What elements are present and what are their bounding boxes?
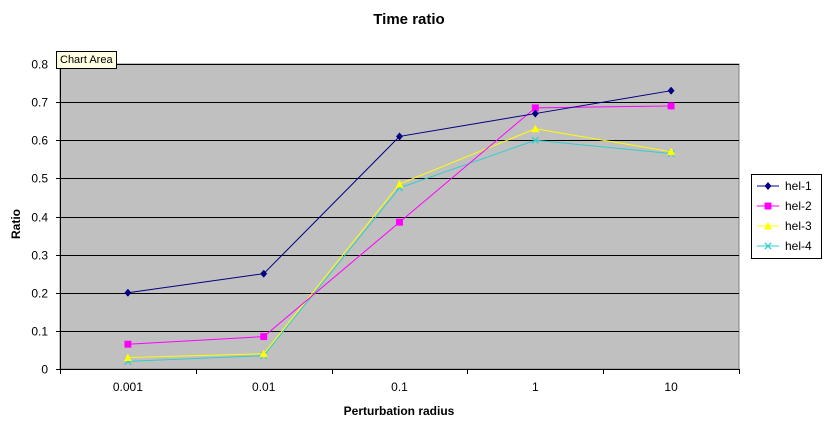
data-point-hel-1 xyxy=(667,86,675,95)
x-tick-label: 0.01 xyxy=(252,380,276,394)
x-axis-title: Perturbation radius xyxy=(344,404,455,418)
legend-marker-hel-4 xyxy=(764,242,772,250)
x-tick-label: 10 xyxy=(664,380,678,394)
data-point-hel-3 xyxy=(123,353,133,362)
y-axis-title: Ratio xyxy=(9,209,23,239)
legend-label-hel-1: hel-1 xyxy=(785,179,812,193)
chart-area-tooltip: Chart Area xyxy=(56,51,117,69)
plot-area xyxy=(59,63,740,370)
x-tick-label: 0.1 xyxy=(391,380,408,394)
y-tick-label: 0.2 xyxy=(31,287,48,301)
data-point-hel-1 xyxy=(531,109,539,118)
y-tick-label: 0.8 xyxy=(31,58,48,72)
y-tick-label: 0.5 xyxy=(31,172,48,186)
y-tick-label: 0.3 xyxy=(31,249,48,263)
data-point-hel-3 xyxy=(395,179,404,188)
legend-marker-hel-3 xyxy=(763,221,773,230)
legend-marker-hel-2 xyxy=(764,202,772,210)
legend-label-hel-4: hel-4 xyxy=(785,239,812,253)
data-point-hel-3 xyxy=(531,124,540,133)
data-point-hel-4 xyxy=(531,136,539,144)
data-point-hel-2 xyxy=(124,340,132,348)
y-tick-label: 0.7 xyxy=(31,96,48,110)
legend-label-hel-2: hel-2 xyxy=(785,199,812,213)
data-point-hel-1 xyxy=(260,269,268,278)
legend-marker-hel-1 xyxy=(764,181,772,191)
chart-title: Time ratio xyxy=(373,11,444,28)
y-tick-label: 0.1 xyxy=(31,325,48,339)
legend-label-hel-3: hel-3 xyxy=(785,219,812,233)
y-tick-label: 0 xyxy=(41,363,48,377)
data-point-hel-2 xyxy=(260,333,268,341)
y-tick-label: 0.6 xyxy=(31,134,48,148)
data-point-hel-2 xyxy=(396,218,403,226)
data-point-hel-3 xyxy=(259,349,268,358)
data-point-hel-1 xyxy=(395,132,404,141)
x-tick-label: 1 xyxy=(532,380,539,394)
data-point-hel-3 xyxy=(666,147,676,156)
data-point-hel-1 xyxy=(124,288,132,297)
y-tick-label: 0.4 xyxy=(31,211,48,225)
data-point-hel-2 xyxy=(667,102,675,110)
legend xyxy=(751,174,822,259)
x-tick-label: 0.001 xyxy=(113,380,143,394)
